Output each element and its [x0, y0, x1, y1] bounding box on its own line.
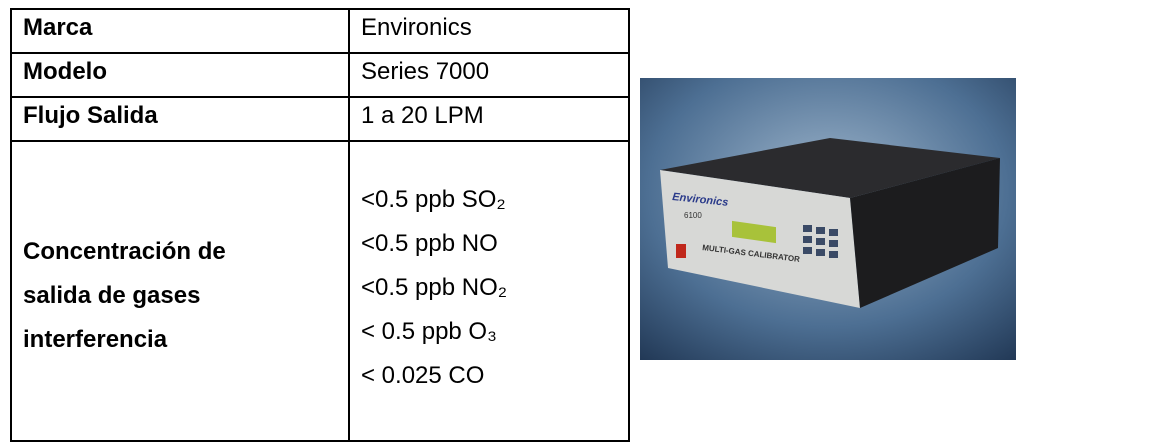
cell-label: interferencia [23, 326, 167, 354]
product-photo: Environics 6100 MULTI-GAS CALIBRATOR [640, 78, 1016, 360]
keypad [803, 225, 838, 258]
border [10, 8, 630, 10]
border [10, 52, 630, 54]
border [10, 140, 630, 142]
border [10, 96, 630, 98]
cell-label: Concentración de [23, 238, 226, 266]
cell-label: Modelo [23, 58, 107, 86]
cell-value: <0.5 ppb NO₂ [361, 274, 507, 302]
cell-label: Marca [23, 14, 92, 42]
cell-value: <0.5 ppb NO [361, 230, 498, 258]
cell-value: Series 7000 [361, 58, 489, 86]
cell-label: Flujo Salida [23, 102, 158, 130]
border [348, 8, 350, 442]
power-switch [676, 244, 686, 258]
image-label: 6100 [684, 211, 702, 220]
cell-value: < 0.5 ppb O₃ [361, 318, 497, 346]
cell-value: < 0.025 CO [361, 362, 484, 390]
border [10, 8, 12, 442]
border [628, 8, 630, 442]
cell-value: <0.5 ppb SO₂ [361, 186, 506, 214]
page: Marca Environics Modelo Series 7000 Fluj… [0, 0, 1176, 448]
cell-label: salida de gases [23, 282, 200, 310]
cell-value: 1 a 20 LPM [361, 102, 484, 130]
border [10, 440, 630, 442]
cell-value: Environics [361, 14, 472, 42]
